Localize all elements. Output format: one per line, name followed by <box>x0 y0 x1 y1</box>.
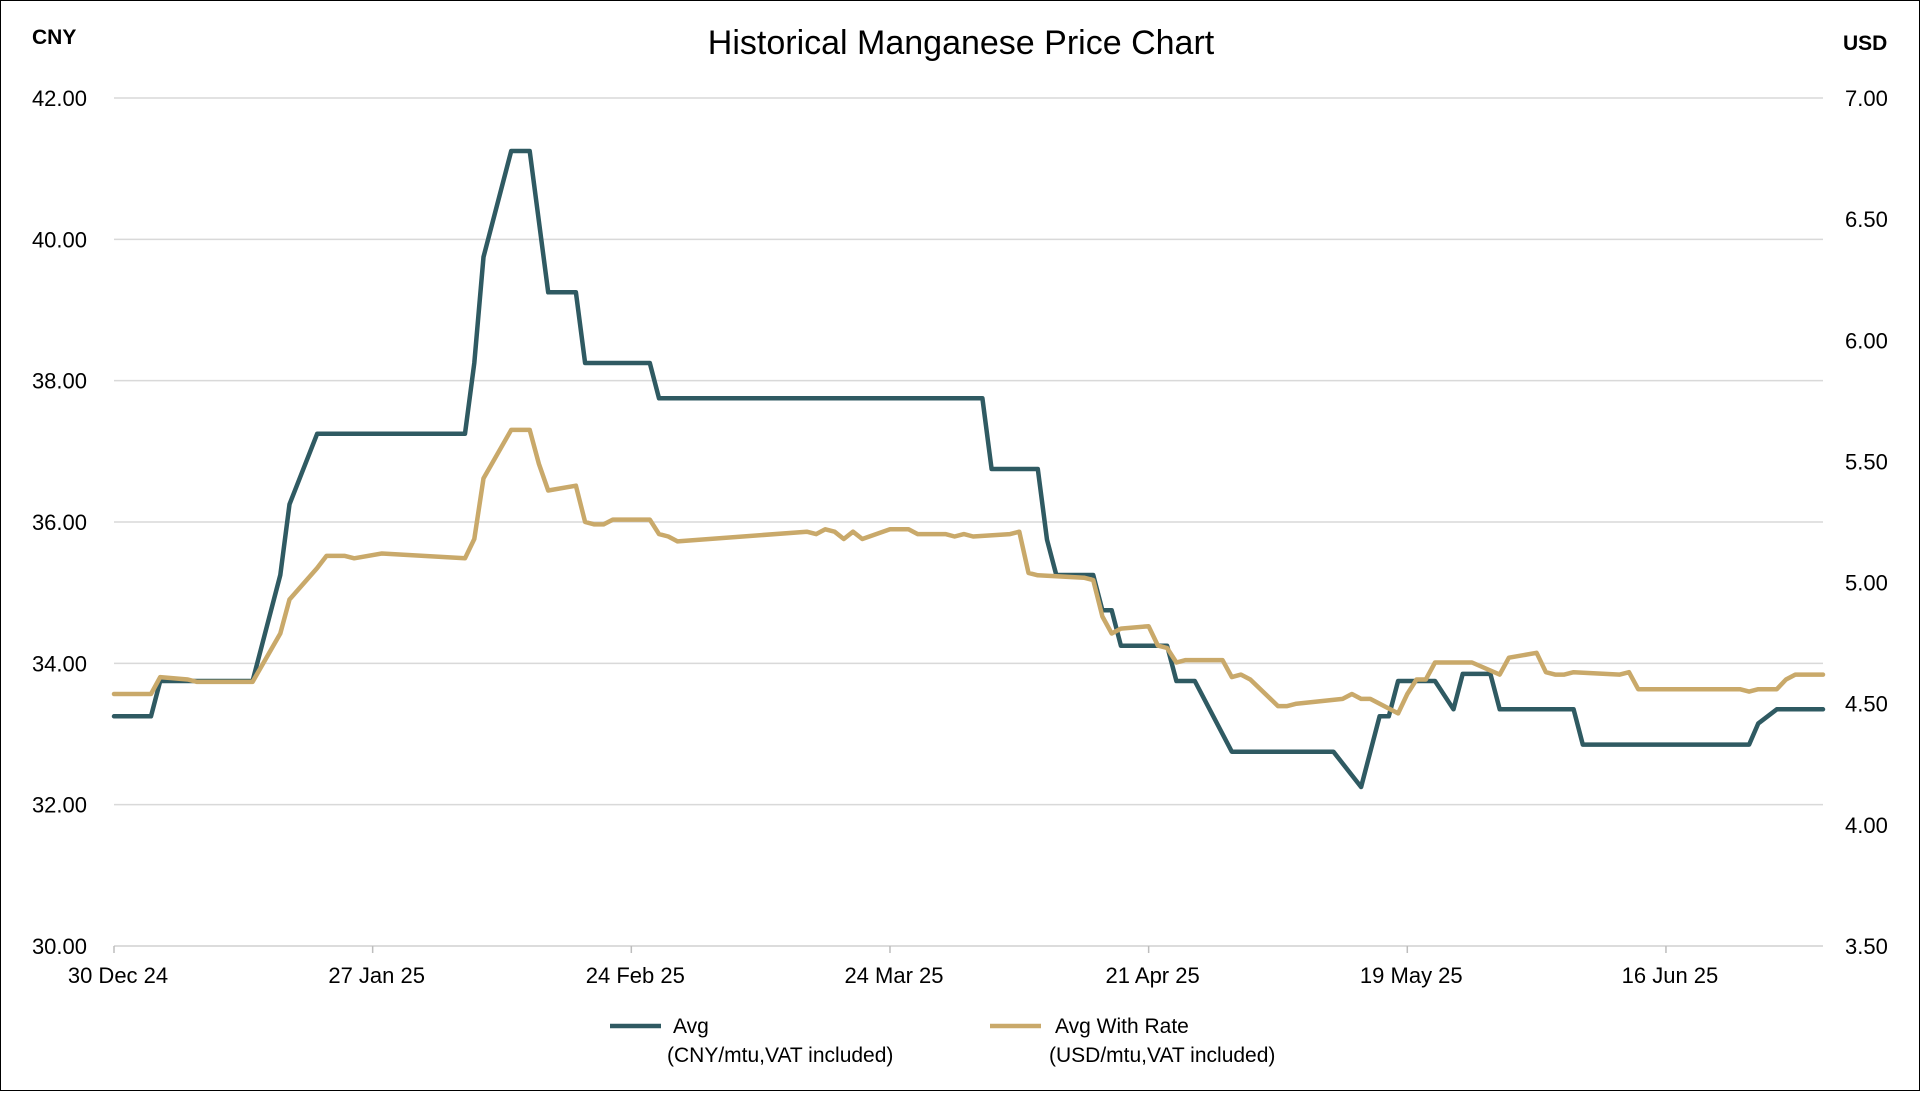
series-line-avg <box>111 148 1826 790</box>
left-tick-label: 32.00 <box>32 793 87 818</box>
right-axis-ticks: 3.50 4.00 4.50 5.00 5.50 6.00 6.50 7.00 <box>1845 86 1888 959</box>
legend-label-avg: Avg <box>673 1015 709 1038</box>
legend-item-avg: Avg (CNY/mtu,VAT included) <box>610 1015 893 1067</box>
x-tick-label: 21 Apr 25 <box>1106 963 1200 988</box>
left-tick-label: 36.00 <box>32 510 87 535</box>
left-tick-label: 38.00 <box>32 369 87 394</box>
x-axis: 30 Dec 24 27 Jan 25 24 Feb 25 24 Mar 25 21 A… <box>68 945 1823 988</box>
x-tick-label: 24 Mar 25 <box>844 963 943 988</box>
left-tick-label: 30.00 <box>32 934 87 959</box>
series-line-avg-with-rate <box>111 427 1826 716</box>
right-tick-label: 4.00 <box>1845 813 1888 838</box>
legend-item-avg-with-rate: Avg With Rate (USD/mtu,VAT included) <box>990 1015 1275 1067</box>
legend: Avg (CNY/mtu,VAT included) Avg With Rate… <box>610 1015 1275 1067</box>
chart-title: Historical Manganese Price Chart <box>708 24 1215 62</box>
right-axis-unit-label: USD <box>1843 32 1887 55</box>
series-lines <box>111 148 1826 790</box>
left-tick-label: 42.00 <box>32 86 87 111</box>
left-tick-label: 34.00 <box>32 651 87 676</box>
x-tick-label: 30 Dec 24 <box>68 963 168 988</box>
right-tick-label: 7.00 <box>1845 86 1888 111</box>
left-axis-unit-label: CNY <box>32 26 76 49</box>
left-tick-label: 40.00 <box>32 227 87 252</box>
legend-label-avg-with-rate: Avg With Rate <box>1055 1015 1189 1038</box>
x-tick-label: 24 Feb 25 <box>586 963 685 988</box>
right-tick-label: 5.50 <box>1845 449 1888 474</box>
x-tick-label: 27 Jan 25 <box>328 963 425 988</box>
right-tick-label: 6.50 <box>1845 207 1888 232</box>
x-tick-label: 19 May 25 <box>1360 963 1463 988</box>
right-tick-label: 3.50 <box>1845 934 1888 959</box>
legend-unit-avg: (CNY/mtu,VAT included) <box>667 1044 893 1067</box>
left-axis-ticks: 30.00 32.00 34.00 36.00 38.00 40.00 42.00 <box>32 86 87 959</box>
right-tick-label: 6.00 <box>1845 328 1888 353</box>
x-tick-label: 16 Jun 25 <box>1622 963 1719 988</box>
right-tick-label: 4.50 <box>1845 692 1888 717</box>
legend-unit-avg-with-rate: (USD/mtu,VAT included) <box>1049 1044 1275 1067</box>
right-tick-label: 5.00 <box>1845 571 1888 596</box>
gridlines <box>114 97 1823 806</box>
